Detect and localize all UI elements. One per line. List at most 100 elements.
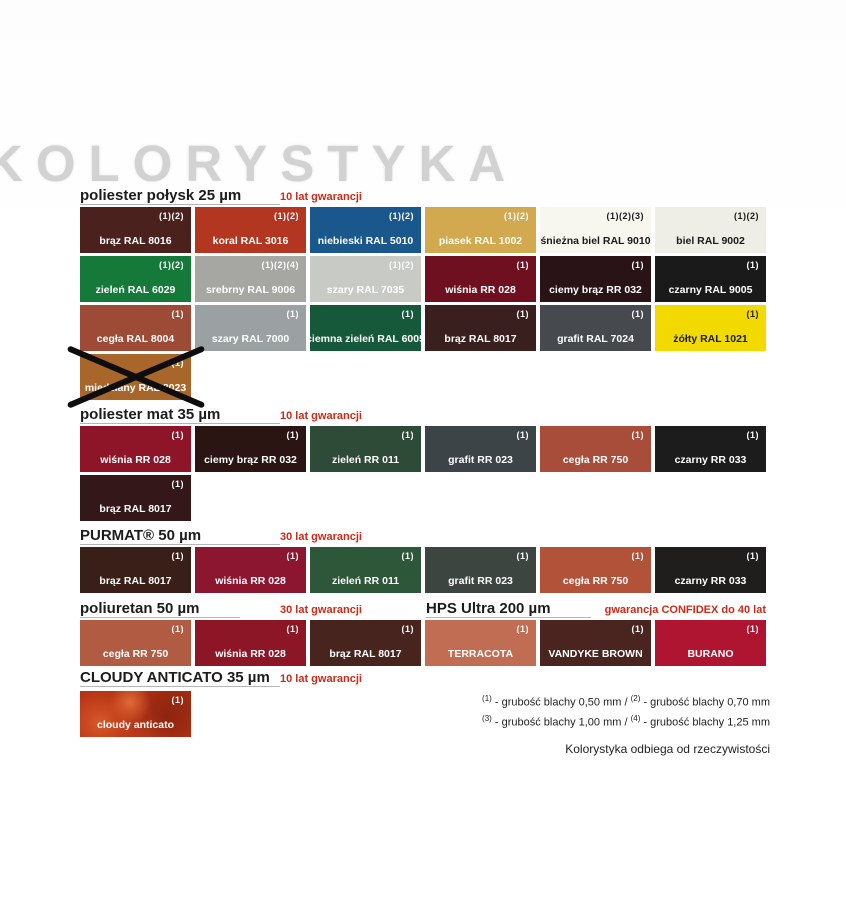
section-title: CLOUDY ANTICATO 35 µm [80, 669, 280, 687]
footnote-line: (3) - grubość blachy 1,00 mm / (4) - gru… [482, 713, 770, 729]
color-swatch: (1) brąz RAL 8017 [80, 475, 191, 521]
dual-section-header: poliuretan 50 µm 30 lat gwarancji HPS Ul… [80, 598, 770, 618]
thickness-superscript: (1) [286, 309, 299, 319]
color-swatch: (1)(2) zieleń RAL 6029 [80, 256, 191, 302]
warranty-label: 10 lat gwarancji [280, 410, 362, 422]
section-header-purmat: PURMAT® 50 µm 30 lat gwarancji [80, 526, 770, 545]
thickness-superscript: (1) [401, 309, 414, 319]
thickness-superscript: (1) [746, 551, 759, 561]
swatch-grid-poliester-mat: (1) wiśnia RR 028 (1) ciemy brąz RR 032 (1) z… [80, 426, 770, 521]
color-swatch: (1) cloudy anticato [80, 691, 191, 737]
swatch-code-label: brąz RAL 8017 [99, 575, 172, 587]
swatch-code-label: żółty RAL 1021 [673, 333, 748, 345]
color-swatch: (1) BURANO [655, 620, 766, 666]
thickness-superscript: (1) [171, 624, 184, 634]
warranty-label: 30 lat gwarancji [280, 604, 362, 616]
thickness-superscript: (1) [746, 260, 759, 270]
thickness-superscript: (1) [286, 551, 299, 561]
thickness-superscript: (1) [171, 309, 184, 319]
color-swatch: (1) grafit RAL 7024 [540, 305, 651, 351]
footnote-superscript: (2) [630, 694, 641, 703]
thickness-superscript: (1) [516, 624, 529, 634]
color-swatch: (1) czarny RAL 9005 [655, 256, 766, 302]
swatch-code-label: srebrny RAL 9006 [205, 284, 296, 296]
thickness-superscript: (1) [516, 551, 529, 561]
thickness-superscript: (1) [171, 430, 184, 440]
color-swatch: (1) cegła RR 750 [540, 426, 651, 472]
color-swatch: (1)(2)(4) srebrny RAL 9006 [195, 256, 306, 302]
swatch-code-label: brąz RAL 8017 [99, 503, 172, 515]
section-header-hps-ultra: HPS Ultra 200 µm gwarancja CONFIDEX do 4… [426, 598, 766, 618]
swatch-code-label: VANDYKE BROWN [548, 648, 643, 660]
color-swatch: (1) wiśnia RR 028 [195, 547, 306, 593]
swatch-code-label: ciemy brąz RR 032 [204, 454, 297, 466]
swatch-grid-cloudy-anticato: (1) cloudy anticato [80, 691, 421, 756]
swatch-code-label: zieleń RR 011 [331, 575, 400, 587]
thickness-superscript: (1) [746, 309, 759, 319]
color-swatch: (1) ciemy brąz RR 032 [195, 426, 306, 472]
swatch-code-label: grafit RR 023 [448, 454, 513, 466]
swatch-code-label: miedziany RAL 8023 [84, 382, 187, 394]
thickness-superscript: (1) [516, 309, 529, 319]
color-swatch: (1) cegła RAL 8004 [80, 305, 191, 351]
color-swatch: (1) zieleń RR 011 [310, 426, 421, 472]
swatch-code-label: niebieski RAL 5010 [317, 235, 414, 247]
color-swatch: (1) miedziany RAL 8023 [80, 354, 191, 400]
dual-swatch-row: (1) cegła RR 750 (1) wiśnia RR 028 (1) brąz R… [80, 620, 770, 666]
swatch-code-label: biel RAL 9002 [676, 235, 745, 247]
color-swatch: (1)(2) szary RAL 7035 [310, 256, 421, 302]
thickness-superscript: (1)(2) [274, 211, 299, 221]
footnotes: (1) - grubość blachy 0,50 mm / (2) - gru… [421, 689, 770, 756]
swatch-code-label: brąz RAL 8016 [99, 235, 172, 247]
swatch-code-label: szary RAL 7035 [326, 284, 405, 296]
swatch-code-label: brąz RAL 8017 [329, 648, 402, 660]
color-swatch: (1) czarny RR 033 [655, 426, 766, 472]
thickness-superscript: (1)(2)(3) [606, 211, 644, 221]
swatch-code-label: wiśnia RR 028 [215, 648, 286, 660]
thickness-superscript: (1) [171, 551, 184, 561]
color-swatch: (1) VANDYKE BROWN [540, 620, 651, 666]
color-swatch: (1)(2)(3) śnieżna biel RAL 9010 [540, 207, 651, 253]
swatch-grid-poliester-polysk: (1)(2) brąz RAL 8016 (1)(2) koral RAL 3016(… [80, 207, 770, 400]
swatch-code-label: ciemy brąz RR 032 [549, 284, 642, 296]
thickness-superscript: (1) [401, 551, 414, 561]
color-swatch: (1)(2) biel RAL 9002 [655, 207, 766, 253]
color-swatch: (1) ciemna zieleń RAL 6005 [306, 305, 425, 351]
color-swatch: (1) brąz RAL 8017 [425, 305, 536, 351]
color-swatch: (1)(2) brąz RAL 8016 [80, 207, 191, 253]
thickness-superscript: (1) [631, 309, 644, 319]
color-swatch: (1) wiśnia RR 028 [425, 256, 536, 302]
warranty-label: 30 lat gwarancji [280, 531, 362, 543]
thickness-superscript: (1) [286, 624, 299, 634]
thickness-superscript: (1) [286, 430, 299, 440]
swatch-code-label: TERRACOTA [447, 648, 514, 660]
swatch-code-label: szary RAL 7000 [211, 333, 290, 345]
swatch-code-label: BURANO [687, 648, 734, 660]
section-header-poliester-mat: poliester mat 35 µm 10 lat gwarancji [80, 405, 770, 424]
swatch-code-label: cegła RAL 8004 [96, 333, 175, 345]
thickness-superscript: (1) [401, 430, 414, 440]
swatch-grid-poliuretan: (1) cegła RR 750 (1) wiśnia RR 028 (1) brąz R… [80, 620, 421, 666]
thickness-superscript: (1) [746, 624, 759, 634]
color-swatch: (1) cegła RR 750 [540, 547, 651, 593]
thickness-superscript: (1)(2) [504, 211, 529, 221]
swatch-code-label: wiśnia RR 028 [215, 575, 286, 587]
thickness-superscript: (1) [516, 430, 529, 440]
section-header-cloudy-anticato: CLOUDY ANTICATO 35 µm 10 lat gwarancji [80, 668, 770, 687]
color-swatch: (1) grafit RR 023 [425, 426, 536, 472]
swatch-grid-hps-ultra: (1) TERRACOTA (1) VANDYKE BROWN (1) BURANO [425, 620, 766, 666]
footnote-line: (1) - grubość blachy 0,50 mm / (2) - gru… [482, 694, 770, 709]
thickness-superscript: (1) [171, 479, 184, 489]
thickness-superscript: (1) [171, 695, 184, 705]
thickness-superscript: (1) [746, 430, 759, 440]
color-swatch: (1)(2) koral RAL 3016 [195, 207, 306, 253]
swatch-code-label: koral RAL 3016 [212, 235, 289, 247]
swatch-code-label: ciemna zieleń RAL 6005 [306, 333, 425, 345]
section-title: HPS Ultra 200 µm [426, 600, 591, 618]
color-swatch: (1) grafit RR 023 [425, 547, 536, 593]
thickness-superscript: (1) [631, 551, 644, 561]
swatch-code-label: czarny RR 033 [674, 575, 747, 587]
color-swatch: (1) wiśnia RR 028 [195, 620, 306, 666]
thickness-superscript: (1)(2) [734, 211, 759, 221]
